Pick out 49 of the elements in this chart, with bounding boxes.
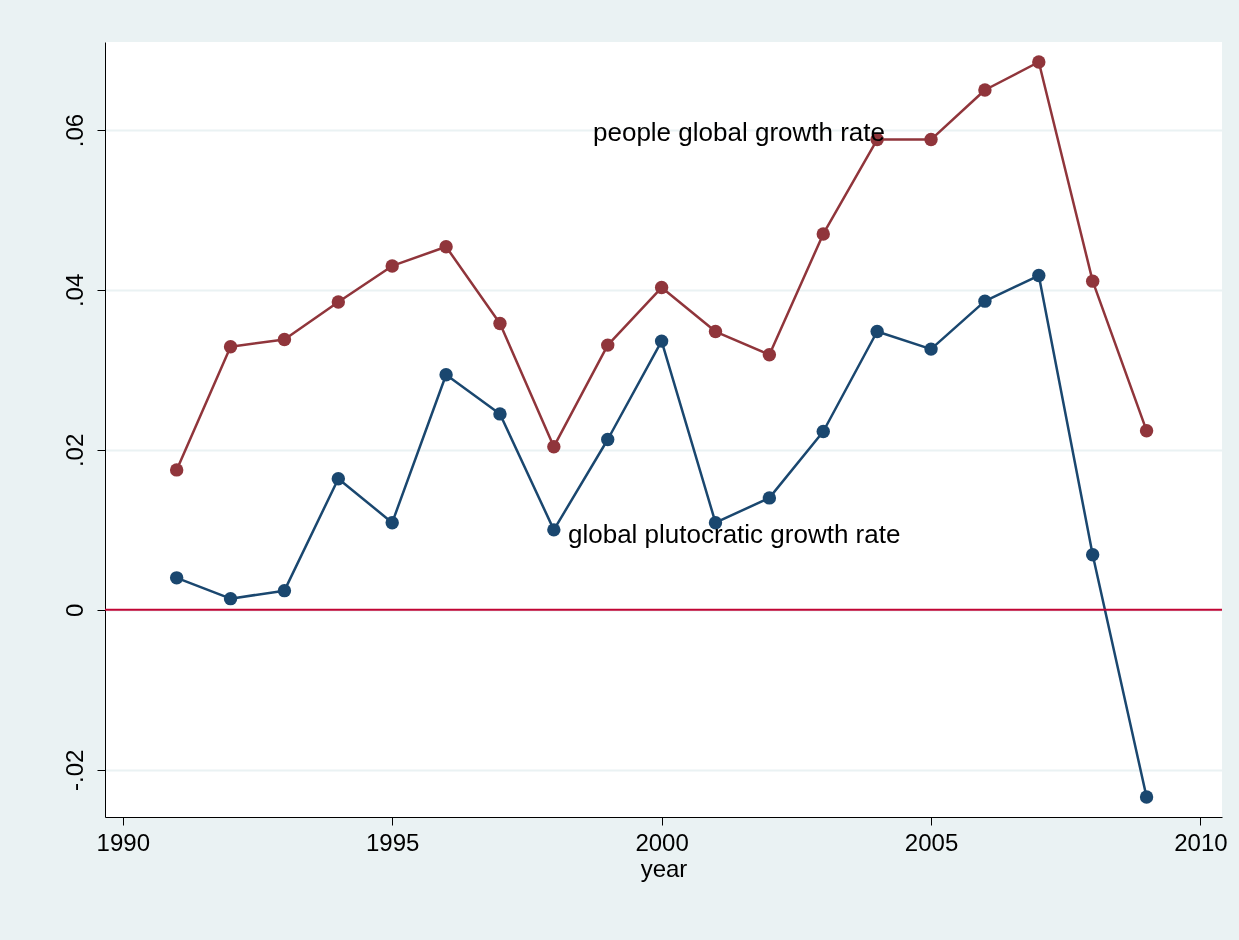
point bbox=[547, 440, 561, 454]
point bbox=[924, 342, 938, 356]
point bbox=[654, 280, 669, 295]
point bbox=[1085, 547, 1100, 562]
point bbox=[277, 583, 292, 598]
point bbox=[331, 471, 346, 486]
point bbox=[1139, 424, 1154, 438]
annotation: people global growth rate bbox=[593, 117, 885, 147]
y-tick-label: 0 bbox=[60, 603, 88, 618]
point bbox=[169, 463, 184, 477]
point bbox=[277, 332, 292, 347]
point bbox=[493, 316, 507, 331]
point bbox=[439, 240, 453, 254]
point bbox=[1139, 790, 1154, 804]
x-tick-label: 1995 bbox=[366, 828, 420, 856]
x-axis-title: year bbox=[640, 854, 688, 882]
point bbox=[816, 424, 830, 439]
point bbox=[439, 368, 453, 382]
point bbox=[547, 523, 561, 537]
point bbox=[978, 294, 992, 308]
point bbox=[762, 491, 777, 505]
point bbox=[223, 591, 238, 606]
x-tick-label: 2005 bbox=[904, 828, 959, 856]
point bbox=[493, 407, 507, 421]
point bbox=[978, 83, 992, 97]
point bbox=[385, 259, 399, 273]
x-tick-label: 2010 bbox=[1174, 828, 1228, 856]
point bbox=[601, 338, 615, 352]
point bbox=[1032, 268, 1046, 283]
x-tick-label: 2000 bbox=[635, 828, 689, 856]
y-tick-label: .04 bbox=[60, 273, 88, 308]
point bbox=[169, 571, 184, 585]
annotation: global plutocratic growth rate bbox=[568, 519, 901, 549]
point bbox=[762, 348, 777, 362]
point bbox=[601, 432, 615, 447]
point bbox=[708, 324, 723, 339]
y-tick-label: -.02 bbox=[60, 749, 88, 791]
point bbox=[924, 132, 938, 147]
point bbox=[654, 334, 669, 348]
y-tick-label: .06 bbox=[60, 113, 88, 148]
point bbox=[870, 324, 884, 339]
point bbox=[1085, 274, 1100, 288]
point bbox=[223, 340, 238, 354]
point bbox=[1032, 55, 1046, 69]
x-tick-label: 1990 bbox=[96, 828, 150, 856]
y-tick-label: .02 bbox=[60, 433, 88, 468]
point bbox=[816, 227, 830, 241]
point bbox=[385, 515, 399, 530]
point bbox=[331, 295, 346, 309]
